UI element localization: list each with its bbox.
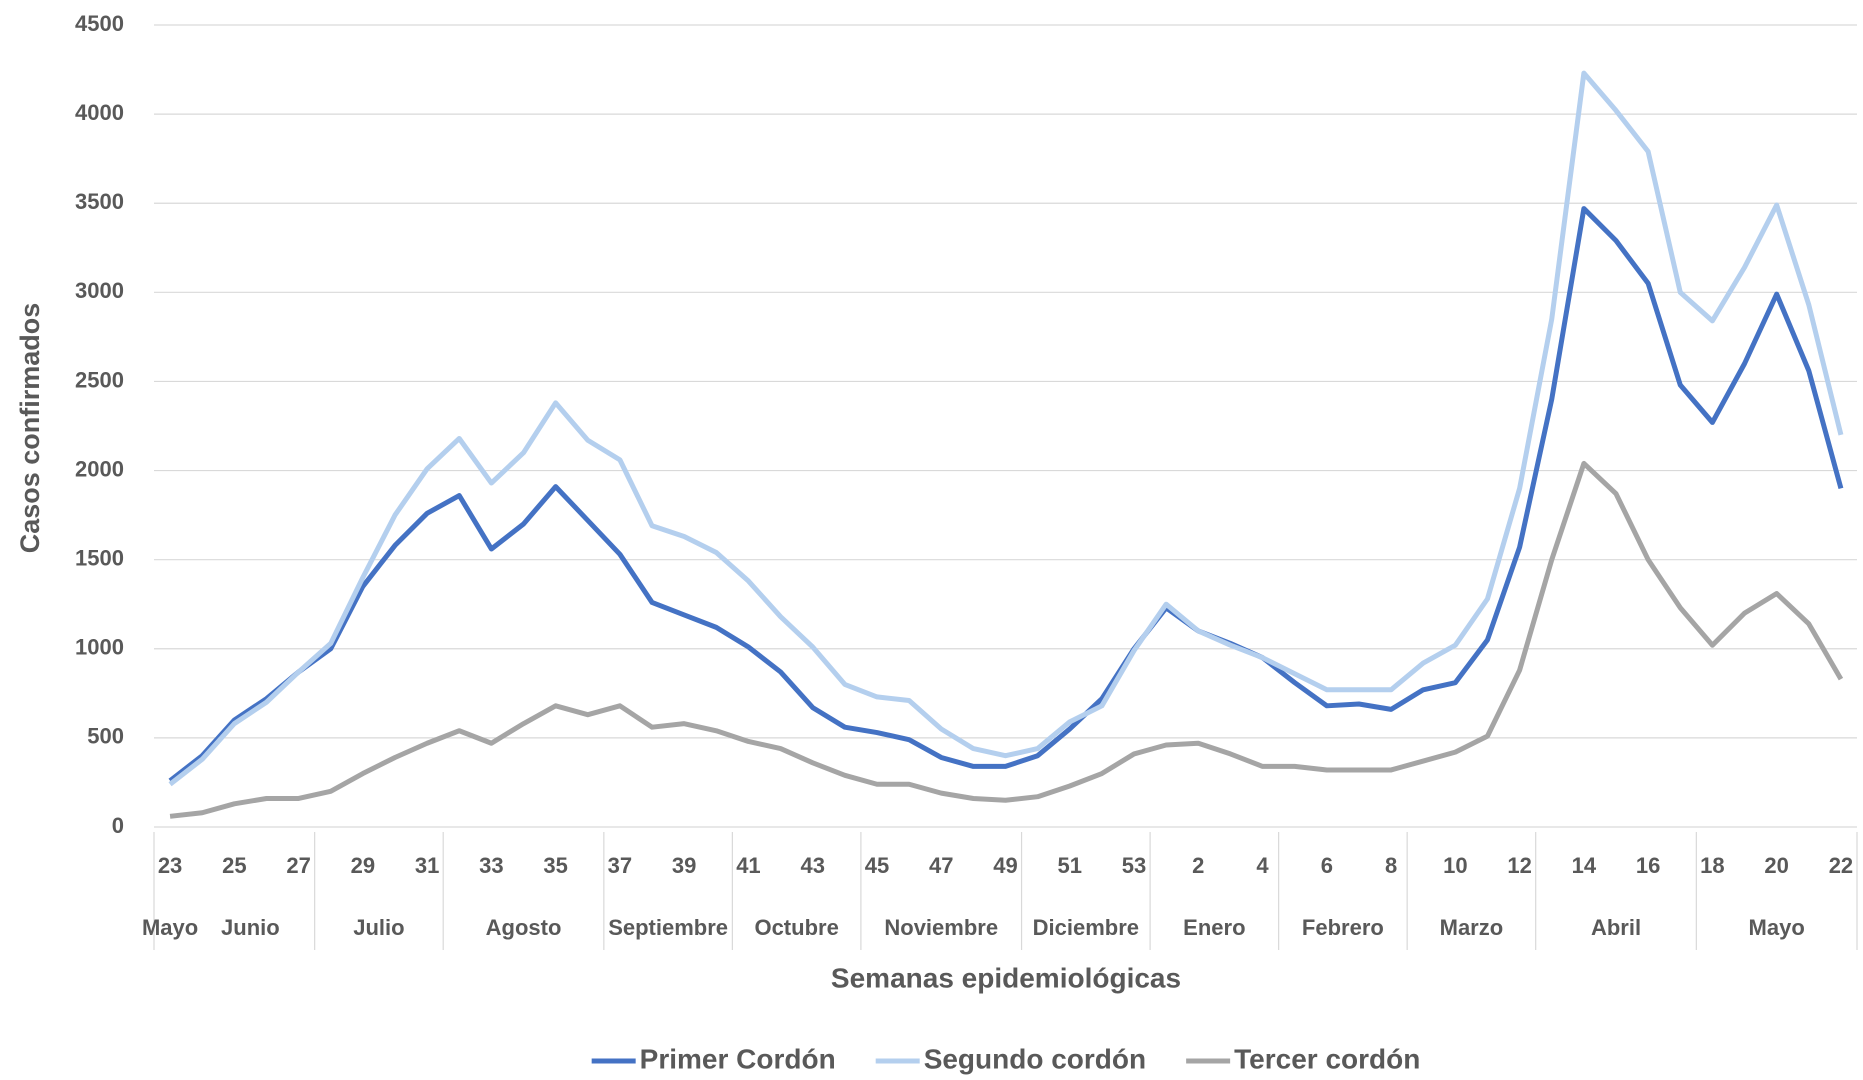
x-tick-label: 39 — [672, 853, 696, 878]
x-tick-label: 2 — [1192, 853, 1204, 878]
x-tick-label: 43 — [800, 853, 824, 878]
x-tick-label: 22 — [1829, 853, 1853, 878]
y-tick-label: 500 — [87, 724, 124, 749]
month-label: Marzo — [1440, 915, 1504, 940]
month-label: Enero — [1183, 915, 1245, 940]
y-tick-label: 0 — [112, 813, 124, 838]
y-tick-label: 4000 — [75, 100, 124, 125]
series-line — [168, 206, 1844, 783]
series-line — [169, 460, 1844, 819]
x-tick-label: 8 — [1385, 853, 1397, 878]
x-tick-label: 33 — [479, 853, 503, 878]
month-label: Agosto — [486, 915, 562, 940]
y-tick-label: 1500 — [75, 545, 124, 570]
series-line — [168, 70, 1844, 787]
x-tick-label: 23 — [158, 853, 182, 878]
legend-label: Segundo cordón — [924, 1043, 1146, 1074]
x-tick-label: 35 — [543, 853, 567, 878]
x-tick-label: 29 — [351, 853, 375, 878]
legend-label: Tercer cordón — [1234, 1043, 1420, 1074]
x-tick-label: 25 — [222, 853, 246, 878]
y-tick-label: 3000 — [75, 278, 124, 303]
month-label: Diciembre — [1033, 915, 1139, 940]
x-axis-title: Semanas epidemiológicas — [831, 962, 1181, 993]
y-axis-title: Casos confirmados — [15, 303, 45, 554]
x-tick-label: 49 — [993, 853, 1017, 878]
month-label: Julio — [353, 915, 404, 940]
x-tick-label: 10 — [1443, 853, 1467, 878]
x-tick-label: 47 — [929, 853, 953, 878]
x-tick-label: 45 — [865, 853, 889, 878]
x-tick-label: 53 — [1122, 853, 1146, 878]
x-tick-label: 12 — [1507, 853, 1531, 878]
y-tick-label: 2000 — [75, 456, 124, 481]
x-tick-label: 20 — [1764, 853, 1788, 878]
y-tick-label: 2500 — [75, 367, 124, 392]
x-tick-label: 16 — [1636, 853, 1660, 878]
month-label: Mayo — [142, 915, 198, 940]
x-tick-label: 18 — [1700, 853, 1724, 878]
month-label: Febrero — [1302, 915, 1384, 940]
x-tick-label: 6 — [1321, 853, 1333, 878]
month-label: Octubre — [754, 915, 838, 940]
y-tick-label: 3500 — [75, 189, 124, 214]
x-tick-label: 31 — [415, 853, 439, 878]
x-tick-label: 4 — [1256, 853, 1269, 878]
month-label: Noviembre — [884, 915, 998, 940]
month-label: Mayo — [1749, 915, 1805, 940]
legend-label: Primer Cordón — [640, 1043, 836, 1074]
x-tick-label: 51 — [1058, 853, 1082, 878]
x-tick-label: 37 — [608, 853, 632, 878]
x-tick-label: 14 — [1572, 853, 1597, 878]
y-tick-label: 1000 — [75, 635, 124, 660]
month-label: Septiembre — [608, 915, 728, 940]
month-label: Abril — [1591, 915, 1641, 940]
y-tick-label: 4500 — [75, 11, 124, 36]
x-tick-label: 41 — [736, 853, 760, 878]
month-label: Junio — [221, 915, 280, 940]
x-tick-label: 27 — [286, 853, 310, 878]
